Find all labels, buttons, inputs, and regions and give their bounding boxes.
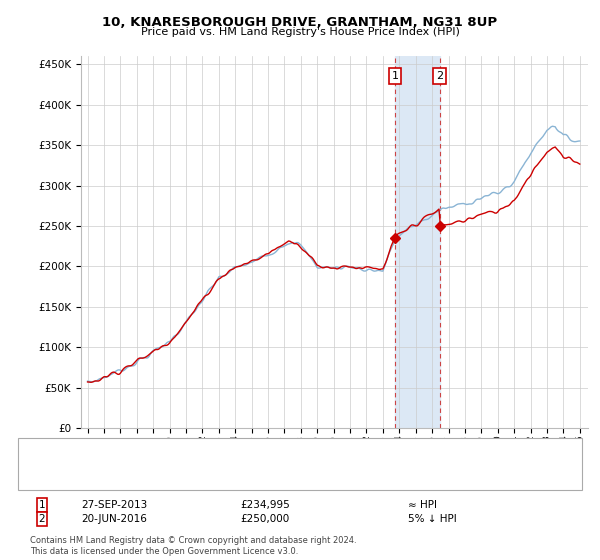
Bar — [395, 56, 440, 428]
Text: Contains HM Land Registry data © Crown copyright and database right 2024.
This d: Contains HM Land Registry data © Crown c… — [30, 536, 356, 556]
Text: 10, KNARESBOROUGH DRIVE, GRANTHAM, NG31 8UP: 10, KNARESBOROUGH DRIVE, GRANTHAM, NG31 … — [103, 16, 497, 29]
Text: £250,000: £250,000 — [240, 514, 289, 524]
Text: ≈ HPI: ≈ HPI — [408, 500, 437, 510]
Legend: 10, KNARESBOROUGH DRIVE, GRANTHAM, NG31 8UP (detached house), HPI: Average price: 10, KNARESBOROUGH DRIVE, GRANTHAM, NG31 … — [86, 556, 477, 560]
Text: £234,995: £234,995 — [240, 500, 290, 510]
Text: 1: 1 — [392, 71, 399, 81]
Text: 27-SEP-2013: 27-SEP-2013 — [81, 500, 147, 510]
Text: 20-JUN-2016: 20-JUN-2016 — [81, 514, 147, 524]
Text: 2: 2 — [38, 514, 46, 524]
Text: Price paid vs. HM Land Registry's House Price Index (HPI): Price paid vs. HM Land Registry's House … — [140, 27, 460, 37]
Text: 5% ↓ HPI: 5% ↓ HPI — [408, 514, 457, 524]
Text: 1: 1 — [38, 500, 46, 510]
Text: 2: 2 — [436, 71, 443, 81]
